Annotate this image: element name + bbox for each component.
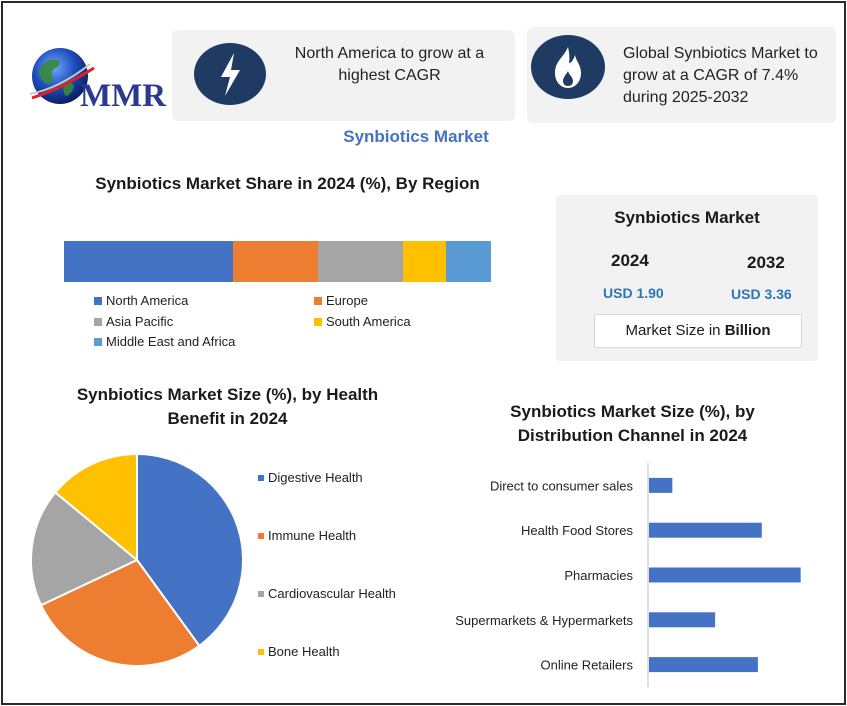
distribution-bar-chart: Direct to consumer sales Health Food Stor…: [430, 455, 830, 690]
legend-label: Cardiovascular Health: [268, 586, 396, 601]
region-legend-item-asia-pacific: Asia Pacific: [94, 314, 173, 329]
region-chart-title: Synbiotics Market Share in 2024 (%), By …: [95, 174, 480, 193]
health-chart-title: Synbiotics Market Size (%), by Health Be…: [76, 385, 379, 428]
bar-health-food-stores: [649, 522, 762, 538]
legend-swatch: [94, 296, 102, 305]
pie-slice-bone-health: [53, 452, 138, 563]
unit-note-prefix: Market Size in: [625, 322, 725, 339]
bar-online-retailers: [649, 657, 758, 673]
legend-label: Asia Pacific: [106, 314, 174, 329]
health-benefit-legend: Digestive Health Immune Health Cardiovascu…: [258, 470, 438, 670]
region-bar-segment-europe: [232, 241, 319, 282]
region-legend-item-europe: Europe: [314, 293, 368, 308]
region-bar-segment-north-america: [64, 241, 233, 282]
bar-supermarkets-and-hypermarkets: [649, 612, 716, 628]
pie-slice-cardiovascular-health: [30, 491, 139, 607]
unit-note-bold: Billion: [724, 322, 771, 339]
year-end: 2032: [747, 253, 785, 272]
callout-card-growth-region: North America to grow at a highest CAGR: [172, 30, 515, 121]
bar-pharmacies: [649, 567, 801, 583]
bar-label-health-food-stores: Health Food Stores: [521, 523, 634, 538]
legend-label: Bone Health: [268, 644, 340, 659]
bar-label-direct-to-consumer-sales: Direct to consumer sales: [490, 478, 634, 493]
callout-card-cagr: Global Synbiotics Market to grow at a CA…: [527, 27, 836, 123]
legend-swatch: [258, 590, 264, 597]
legend-label: Digestive Health: [268, 470, 363, 485]
bar-label-pharmacies: Pharmacies: [564, 568, 633, 583]
legend-label: South America: [326, 314, 411, 329]
callout-text-growth-region: North America to grow at a highest CAGR: [294, 45, 485, 84]
value-start: USD 1.90: [603, 285, 664, 301]
legend-swatch: [314, 296, 322, 305]
region-bar-segment-middle-east-and-africa: [446, 241, 491, 282]
year-start: 2024: [611, 251, 649, 270]
region-legend-item-middle-east-and-africa: Middle East and Africa: [94, 334, 235, 349]
globe-icon: [29, 48, 95, 104]
bar-direct-to-consumer-sales: [649, 477, 673, 493]
health-benefit-pie-chart: [30, 452, 244, 667]
callout-text-cagr: Global Synbiotics Market to grow at a CA…: [623, 45, 818, 106]
health-legend-item-immune-health: Immune Health: [258, 528, 356, 543]
legend-swatch: [258, 648, 264, 655]
legend-swatch: [314, 317, 322, 326]
market-size-box: Synbiotics Market 2024 USD 1.90 2032 USD…: [556, 195, 818, 361]
legend-label: North America: [106, 293, 189, 308]
mmr-logo: MMR: [20, 38, 166, 118]
value-end: USD 3.36: [731, 286, 792, 302]
logo-text: MMR: [80, 78, 167, 114]
bar-label-online-retailers: Online Retailers: [541, 658, 634, 673]
legend-swatch: [94, 337, 102, 346]
health-legend-item-cardiovascular-health: Cardiovascular Health: [258, 586, 396, 601]
flame-icon: [531, 35, 605, 99]
legend-label: Middle East and Africa: [106, 334, 236, 349]
pie-slice-immune-health: [39, 558, 201, 667]
legend-swatch: [94, 317, 102, 326]
legend-label: Immune Health: [268, 528, 357, 543]
health-legend-item-bone-health: Bone Health: [258, 644, 340, 659]
region-bar-segment-south-america: [403, 241, 447, 282]
region-legend-item-north-america: North America: [94, 293, 188, 308]
legend-swatch: [258, 532, 264, 539]
region-bar-segment-asia-pacific: [318, 241, 404, 282]
region-legend: North America Europe Asia Pacific South Ame…: [94, 293, 494, 355]
bar-label-supermarkets-and-hypermarkets: Supermarkets & Hypermarkets: [455, 613, 633, 628]
health-legend-item-digestive-health: Digestive Health: [258, 470, 363, 485]
market-size-unit-note: Market Size in Billion: [594, 314, 802, 348]
region-legend-item-south-america: South America: [314, 314, 411, 329]
market-size-title: Synbiotics Market: [614, 208, 760, 227]
distribution-chart-title: Synbiotics Market Size (%), by Distribut…: [510, 402, 755, 445]
legend-label: Europe: [326, 293, 368, 308]
region-stacked-bar: [64, 241, 491, 282]
legend-swatch: [258, 474, 264, 481]
main-title: Synbiotics Market: [343, 127, 489, 146]
pie-slice-digestive-health: [136, 452, 244, 648]
lightning-bolt-icon: [194, 43, 266, 105]
